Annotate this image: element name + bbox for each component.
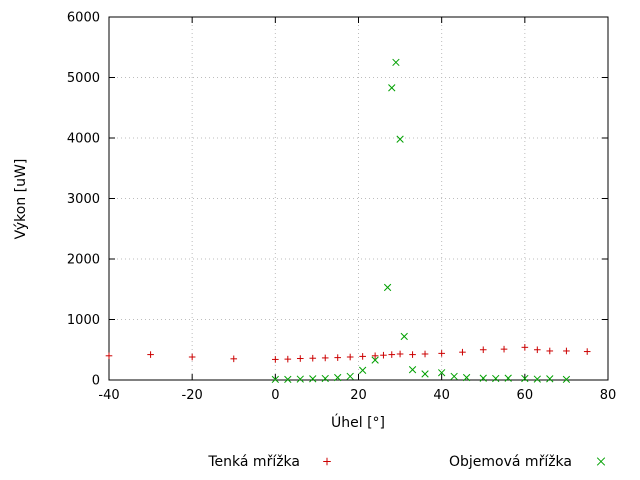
legend-marker-cross-icon [596, 457, 606, 466]
legend: Tenká mřížka Objemová mřížka [207, 454, 606, 470]
legend-label-tenka: Tenká mřížka [207, 454, 300, 470]
axis-ticks: -40 -20 0 20 40 60 80 0 1000 2000 3000 4000 5000 6000 [67, 11, 616, 404]
x-tick-label: 60 [517, 388, 534, 403]
series-1 [271, 58, 571, 384]
x-tick-label: 40 [433, 388, 450, 403]
x-tick-label: -40 [98, 388, 119, 403]
x-tick-label: 80 [600, 388, 617, 403]
data-points [105, 58, 591, 384]
y-axis-title: Výkon [uW] [13, 159, 29, 240]
x-axis-title: Úhel [°] [331, 413, 385, 431]
x-tick-label: -20 [182, 388, 203, 403]
y-tick-label: 5000 [67, 71, 100, 86]
y-tick-label: 3000 [67, 192, 100, 207]
y-tick-label: 4000 [67, 132, 100, 147]
y-tick-label: 6000 [67, 11, 100, 26]
grid-lines [108, 16, 609, 381]
y-tick-label: 2000 [67, 253, 100, 268]
y-tick-label: 1000 [67, 313, 100, 328]
y-tick-label: 0 [92, 374, 100, 389]
legend-label-objemova: Objemová mřížka [449, 454, 572, 470]
x-tick-label: 0 [271, 388, 279, 403]
series-0 [105, 344, 591, 363]
x-tick-label: 20 [350, 388, 367, 403]
legend-marker-plus-icon [323, 457, 331, 466]
